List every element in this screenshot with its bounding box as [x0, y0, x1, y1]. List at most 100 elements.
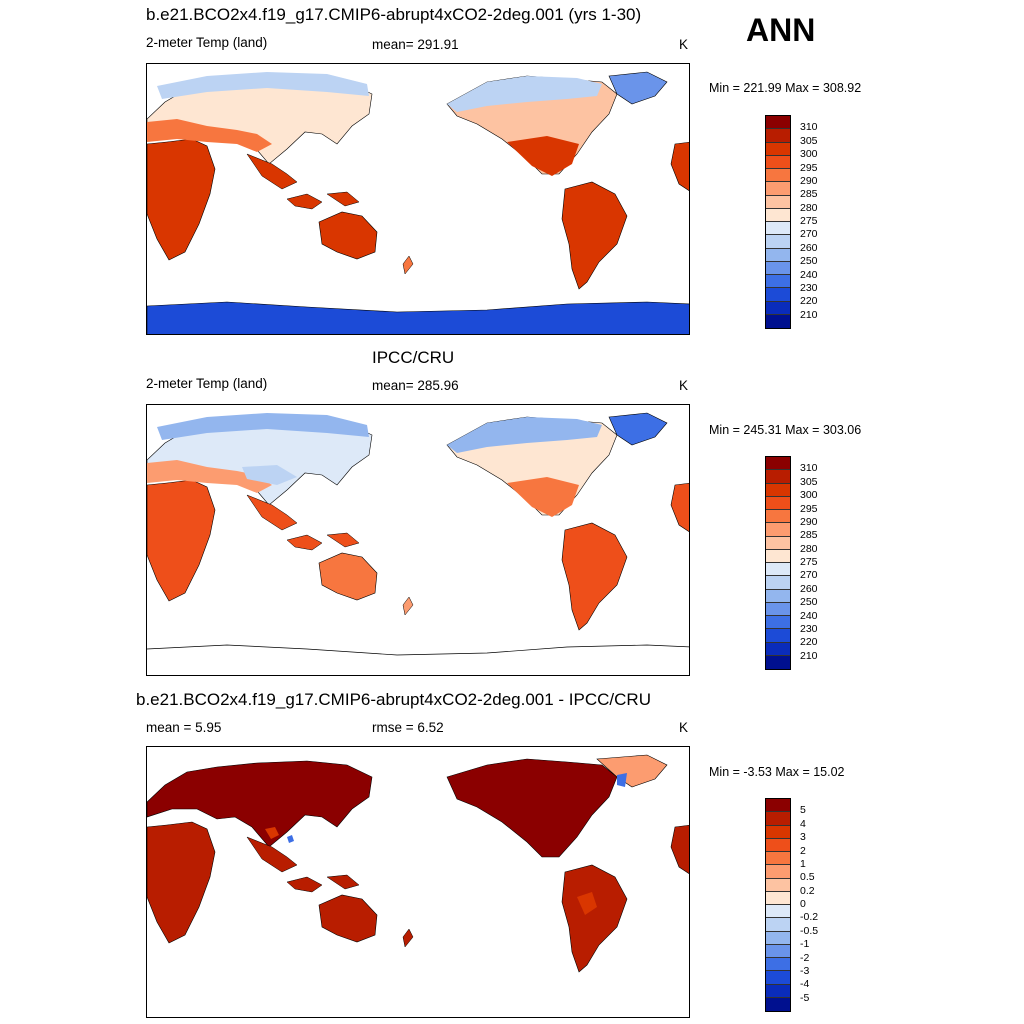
panel2-minmax-label: Min = 245.31 Max = 303.06 [709, 423, 862, 437]
colorbar-swatch [766, 629, 790, 643]
panel3-map-svg [147, 754, 689, 973]
panel2-variable-label: 2-meter Temp (land) [146, 376, 268, 391]
colorbar-swatch [766, 129, 790, 143]
colorbar-tick-label: -4 [800, 978, 810, 991]
colorbar-swatch [766, 642, 790, 656]
colorbar-swatch [766, 812, 790, 826]
colorbar-swatch [766, 483, 790, 497]
colorbar-swatch [766, 182, 790, 196]
panel1-minmax-label: Min = 221.99 Max = 308.92 [709, 81, 862, 95]
colorbar-swatch [766, 155, 790, 169]
colorbar-tick-label: 250 [800, 255, 818, 268]
colorbar-tick-label: 220 [800, 295, 818, 308]
colorbar-swatch [766, 261, 790, 275]
panel3-title: b.e21.BCO2x4.f19_g17.CMIP6-abrupt4xCO2-2… [136, 690, 651, 709]
colorbar-tick-label: 210 [800, 649, 818, 662]
panel1-variable-label: 2-meter Temp (land) [146, 35, 268, 50]
colorbar-swatch [766, 997, 790, 1011]
colorbar-swatch [766, 984, 790, 998]
colorbar-swatch [766, 208, 790, 222]
colorbar-swatch [766, 195, 790, 209]
colorbar-tick-label: 0.2 [800, 884, 815, 897]
colorbar-swatch [766, 288, 790, 302]
colorbar-tick-label: 5 [800, 804, 806, 817]
colorbar-tick-label: 1 [800, 857, 806, 870]
colorbar-tick-label: 240 [800, 609, 818, 622]
colorbar-tick-label: 0.5 [800, 871, 815, 884]
colorbar-swatch [766, 470, 790, 484]
colorbar-tick-label: 275 [800, 556, 818, 568]
colorbar-swatch [766, 576, 790, 590]
colorbar-tick-label: -5 [800, 991, 810, 1004]
colorbar-swatch [766, 563, 790, 577]
colorbar-swatch [766, 878, 790, 892]
panel1-mean-label: mean= 291.91 [372, 37, 459, 52]
panel1-colorbar [765, 115, 791, 329]
panel3-map [146, 746, 690, 1018]
panel1-map [146, 63, 690, 335]
colorbar-tick-label: 295 [800, 161, 818, 174]
colorbar-tick-label: 270 [800, 569, 818, 582]
colorbar-tick-label: -0.2 [800, 911, 819, 924]
colorbar-tick-label: 220 [800, 636, 818, 649]
colorbar-tick-label: 210 [800, 308, 818, 321]
colorbar-swatch [766, 536, 790, 550]
colorbar-tick-label: 0 [800, 898, 806, 910]
panel2-mean-label: mean= 285.96 [372, 378, 459, 393]
colorbar-tick-label: 285 [800, 188, 818, 201]
panel2-colorbar [765, 456, 791, 670]
colorbar-tick-label: 290 [800, 515, 818, 528]
colorbar-tick-label: 310 [800, 121, 818, 134]
panel3-minmax-label: Min = -3.53 Max = 15.02 [709, 765, 845, 779]
colorbar-tick-label: 305 [800, 134, 818, 147]
colorbar-tick-label: 295 [800, 502, 818, 515]
colorbar-swatch [766, 523, 790, 537]
colorbar-tick-label: 280 [800, 542, 818, 555]
colorbar-tick-label: 280 [800, 201, 818, 214]
colorbar-tick-label: 270 [800, 228, 818, 241]
colorbar-swatch [766, 799, 790, 813]
colorbar-tick-label: 290 [800, 174, 818, 187]
colorbar-swatch [766, 549, 790, 563]
colorbar-tick-label: 230 [800, 281, 818, 294]
colorbar-swatch [766, 655, 790, 669]
colorbar-tick-label: 300 [800, 489, 818, 502]
colorbar-tick-label: 260 [800, 582, 818, 595]
colorbar-tick-label: 3 [800, 831, 806, 844]
colorbar-swatch [766, 931, 790, 945]
panel3-mean-label: mean = 5.95 [146, 720, 222, 735]
colorbar-swatch [766, 222, 790, 236]
colorbar-swatch [766, 314, 790, 328]
colorbar-swatch [766, 838, 790, 852]
colorbar-swatch [766, 905, 790, 919]
panel3-rmse-label: rmse = 6.52 [372, 720, 444, 735]
colorbar-swatch [766, 891, 790, 905]
panel2-title: IPCC/CRU [372, 348, 455, 367]
colorbar-swatch [766, 852, 790, 866]
panel2-map [146, 404, 690, 676]
colorbar-tick-label: 4 [800, 817, 806, 830]
colorbar-swatch [766, 142, 790, 156]
colorbar-tick-label: 230 [800, 622, 818, 635]
panel1-title: b.e21.BCO2x4.f19_g17.CMIP6-abrupt4xCO2-2… [146, 5, 642, 24]
colorbar-tick-label: -1 [800, 938, 810, 951]
colorbar-swatch [766, 510, 790, 524]
colorbar-swatch [766, 971, 790, 985]
panel3-units-label: K [679, 720, 689, 735]
colorbar-swatch [766, 958, 790, 972]
season-label: ANN [746, 12, 816, 48]
panel1-map-svg [147, 71, 689, 334]
colorbar-tick-label: -0.5 [800, 924, 819, 937]
panel2-map-svg [147, 412, 689, 656]
colorbar-tick-label: 300 [800, 148, 818, 161]
colorbar-tick-label: -3 [800, 964, 810, 977]
colorbar-tick-label: -2 [800, 951, 810, 964]
panel1-units-label: K [679, 37, 689, 52]
colorbar-tick-label: 275 [800, 215, 818, 227]
colorbar-swatch [766, 301, 790, 315]
colorbar-swatch [766, 496, 790, 510]
colorbar-swatch [766, 116, 790, 130]
colorbar-tick-label: 310 [800, 462, 818, 475]
panel3-colorbar [765, 798, 791, 1012]
colorbar-tick-label: 305 [800, 475, 818, 488]
